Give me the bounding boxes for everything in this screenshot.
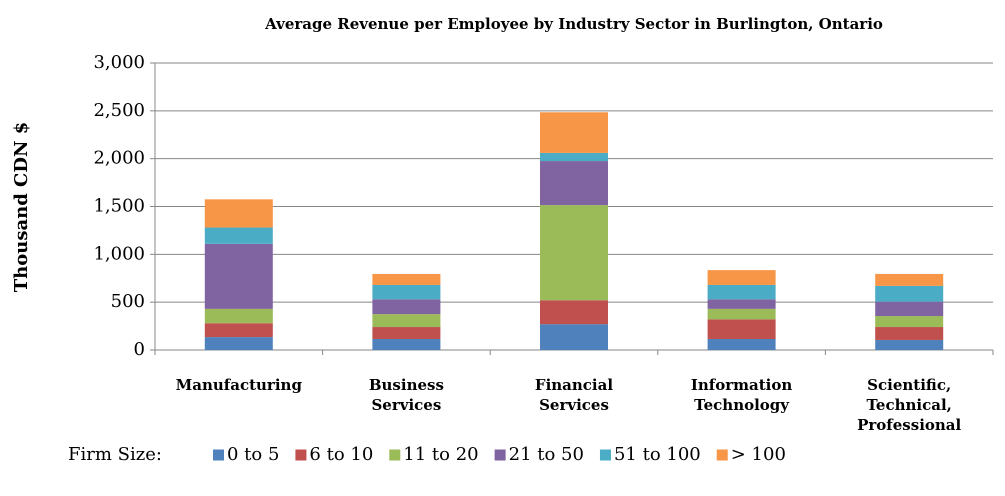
legend-swatch — [599, 449, 611, 461]
bar-segment — [204, 337, 273, 350]
bar-segment — [707, 319, 776, 339]
y-tick-label: 2,500 — [93, 100, 145, 121]
legend-swatch — [213, 449, 224, 461]
y-tick-label: 3,000 — [93, 52, 145, 73]
x-tick-label: Manufacturing — [175, 376, 302, 394]
legend-label: 51 to 100 — [614, 444, 701, 465]
bar-segment — [540, 300, 608, 325]
x-tick-label: Scientific, Technical, Professional — [857, 376, 962, 434]
legend-swatch — [295, 449, 307, 461]
y-tick-label: 500 — [111, 291, 145, 312]
y-tick-label: 1,500 — [93, 196, 145, 217]
bar-segment — [204, 323, 273, 338]
bar-segment — [372, 338, 441, 350]
bar-segment — [875, 339, 944, 350]
bar-segment — [540, 112, 608, 153]
bar-segment — [372, 314, 441, 328]
bar-segment — [875, 316, 944, 328]
legend-title: Firm Size: — [68, 444, 162, 465]
bar-segment — [372, 284, 441, 300]
legend-label: > 100 — [731, 444, 786, 465]
bar-segment — [707, 308, 776, 320]
legend-label: 11 to 20 — [403, 444, 478, 465]
bar-segment — [204, 199, 273, 228]
legend-label: 21 to 50 — [509, 444, 584, 465]
bar-segment — [540, 324, 608, 350]
bar-segment — [540, 161, 608, 206]
legend-swatch — [716, 449, 728, 461]
bar-segment — [707, 338, 776, 350]
bar-segment — [875, 327, 944, 340]
bar-segment — [707, 284, 776, 300]
bar-segment — [204, 308, 273, 324]
legend-swatch — [389, 449, 401, 461]
legend-swatch — [494, 449, 506, 461]
bar-segment — [875, 285, 944, 302]
legend-label: 6 to 10 — [309, 444, 373, 465]
x-tick-label: Information Technology — [690, 376, 793, 414]
bar-segment — [372, 299, 441, 315]
bar-segment — [540, 152, 608, 162]
x-tick-label: Financial Services — [534, 376, 614, 414]
bar-segment — [540, 205, 608, 301]
y-tick-label: 2,000 — [93, 148, 145, 169]
y-tick-label: 0 — [134, 339, 145, 360]
bar-segment — [875, 301, 944, 317]
y-tick-label: 1,000 — [93, 243, 145, 264]
bar-segment — [204, 227, 273, 244]
y-axis-label: Thousand CDN $ — [11, 122, 32, 293]
chart-title: Average Revenue per Employee by Industry… — [264, 15, 883, 33]
legend-label: 0 to 5 — [227, 444, 279, 465]
bar-segment — [204, 243, 273, 309]
bar-segment — [875, 273, 944, 286]
x-tick-label: Business Services — [368, 376, 444, 414]
bar-segment — [372, 273, 441, 285]
bar-segment — [707, 299, 776, 309]
bar-segment — [372, 327, 441, 339]
bar-segment — [707, 270, 776, 285]
